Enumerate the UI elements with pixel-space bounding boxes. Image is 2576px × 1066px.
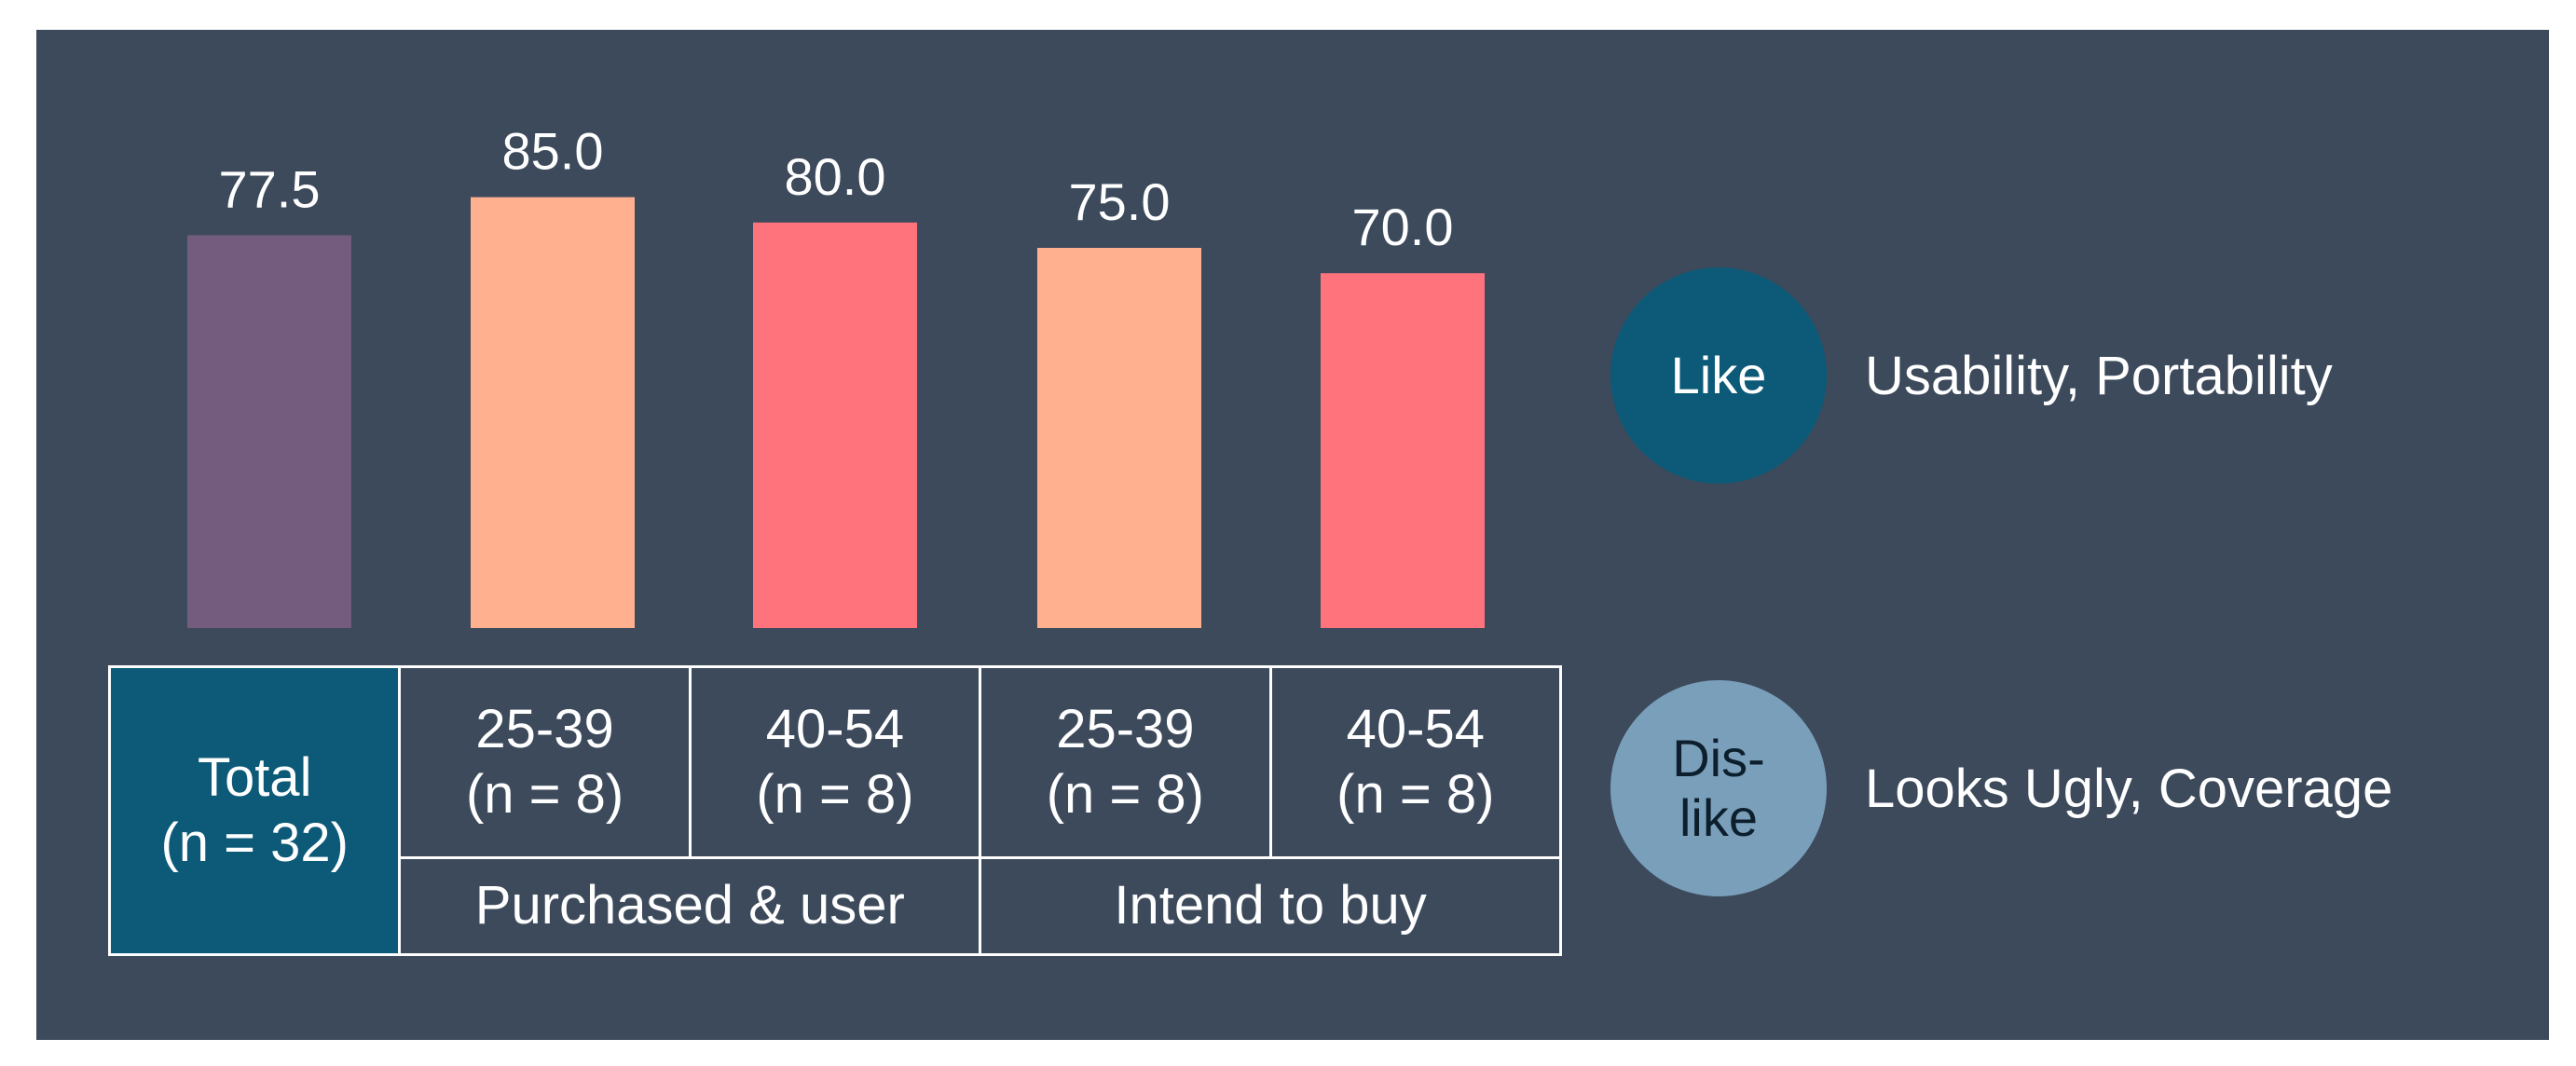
category-cell-purchased-25-39: 25-39 (n = 8) xyxy=(398,665,692,859)
like-text: Usability, Portability xyxy=(1865,346,2333,406)
group-label-intend: Intend to buy xyxy=(979,855,1562,957)
bar-value-label: 85.0 xyxy=(502,122,604,181)
category-total-label: Total xyxy=(197,747,312,808)
bar-value-label: 75.0 xyxy=(1069,172,1171,231)
category-age-label: 25-39 xyxy=(1056,698,1195,759)
bar-chart: 77.5 85.0 80.0 75.0 70.0 xyxy=(187,122,1485,629)
bar-value-label: 77.5 xyxy=(219,159,321,218)
bar-4 xyxy=(1321,273,1485,628)
dislike-badge-line2: like xyxy=(1679,788,1759,847)
category-count-label: (n = 8) xyxy=(1336,763,1495,825)
category-count-label: (n = 8) xyxy=(465,763,624,825)
category-age-label: 25-39 xyxy=(475,698,614,759)
bar-0 xyxy=(187,235,351,628)
bar-2 xyxy=(753,222,917,629)
category-age-label: 40-54 xyxy=(1346,698,1485,759)
category-age-label: 40-54 xyxy=(765,698,905,759)
dislike-badge: Dis- like xyxy=(1610,680,1827,896)
bar-value-label: 70.0 xyxy=(1352,198,1454,256)
category-count-label: (n = 8) xyxy=(1046,763,1204,825)
chart-panel: 77.5 85.0 80.0 75.0 70.0 Total (n = 32) 25-3… xyxy=(36,30,2549,1040)
bar-1 xyxy=(471,197,635,628)
category-cell-total: Total (n = 32) xyxy=(107,665,402,956)
category-total-count: (n = 32) xyxy=(160,813,349,873)
bar-value-label: 80.0 xyxy=(785,147,886,206)
category-cell-intend-40-54: 40-54 (n = 8) xyxy=(1268,665,1563,859)
category-cell-purchased-40-54: 40-54 (n = 8) xyxy=(688,665,982,859)
like-badge: Like xyxy=(1610,267,1827,484)
dislike-badge-line1: Dis- xyxy=(1672,729,1765,787)
bar-3 xyxy=(1037,248,1201,628)
dislike-text: Looks Ugly, Coverage xyxy=(1865,758,2393,819)
like-badge-label: Like xyxy=(1670,346,1767,404)
category-table: Total (n = 32) 25-39 (n = 8) 40-54 (n = … xyxy=(107,665,1563,957)
category-count-label: (n = 8) xyxy=(756,763,914,825)
category-cell-intend-25-39: 25-39 (n = 8) xyxy=(979,665,1272,859)
group-label-purchased: Purchased & user xyxy=(398,855,982,957)
